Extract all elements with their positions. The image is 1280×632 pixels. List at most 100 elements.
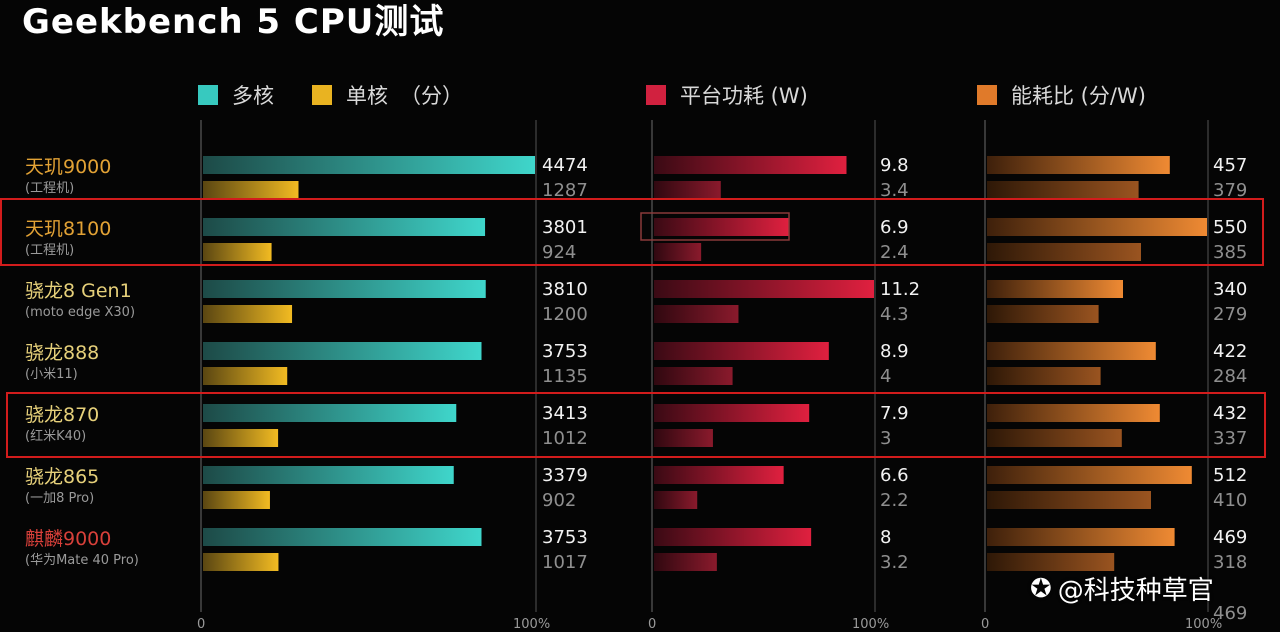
- legend-power-swatch: [646, 85, 666, 105]
- data-label: 4.3: [880, 304, 909, 325]
- data-label: 550: [1213, 217, 1247, 238]
- bar: [203, 491, 270, 509]
- bar: [987, 466, 1192, 484]
- category-sublabel: (一加8 Pro): [25, 491, 94, 506]
- bar: [203, 528, 482, 546]
- category-sublabel: (红米K40): [25, 428, 86, 444]
- bar: [654, 429, 713, 447]
- bar: [654, 404, 810, 422]
- tick-label: 100%: [1185, 617, 1222, 632]
- data-label: 1200: [542, 304, 588, 325]
- tick-label: 0: [648, 617, 656, 632]
- bar: [654, 491, 698, 509]
- bar: [203, 280, 486, 298]
- bar: [203, 367, 288, 385]
- data-label: 385: [1213, 242, 1247, 263]
- bar: [987, 367, 1101, 385]
- data-label: 9.8: [880, 155, 909, 176]
- data-label: 337: [1213, 428, 1247, 449]
- data-label: 1135: [542, 366, 588, 387]
- tick-label: 0: [981, 617, 989, 632]
- bar: [203, 305, 293, 323]
- data-label: 3379: [542, 465, 588, 486]
- tick-label: 0: [197, 617, 205, 632]
- tick-label: 100%: [852, 617, 889, 632]
- category-label: 天玑9000: [25, 156, 111, 178]
- category-sublabel: (moto edge X30): [25, 305, 135, 320]
- data-label: 11.2: [880, 279, 920, 300]
- data-label: 4: [880, 366, 891, 387]
- data-label: 340: [1213, 279, 1247, 300]
- data-label: 8: [880, 527, 891, 548]
- data-label: 902: [542, 490, 576, 511]
- highlight-box-snapdragon870: [6, 392, 1266, 458]
- category-label: 骁龙870: [25, 404, 99, 426]
- data-label: 422: [1213, 341, 1247, 362]
- bar: [987, 243, 1141, 261]
- data-label: 457: [1213, 155, 1247, 176]
- data-label: 1287: [542, 180, 588, 201]
- legend-single: 单核: [312, 80, 388, 110]
- legend-multi-swatch: [198, 85, 218, 105]
- data-label: 279: [1213, 304, 1247, 325]
- bar: [987, 342, 1156, 360]
- bar: [987, 528, 1175, 546]
- data-label: 410: [1213, 490, 1247, 511]
- power-bar-outline: [640, 212, 790, 241]
- legend-efficiency-swatch: [977, 85, 997, 105]
- category-sublabel: (工程机): [25, 181, 74, 196]
- bar: [654, 156, 847, 174]
- data-label: 6.9: [880, 217, 909, 238]
- weibo-icon: ✪: [1030, 573, 1052, 604]
- data-label: 512: [1213, 465, 1247, 486]
- data-label: 4474: [542, 155, 588, 176]
- legend-multi: 多核: [198, 80, 274, 110]
- data-label: 3413: [542, 403, 588, 424]
- data-label: 432: [1213, 403, 1247, 424]
- bar: [654, 243, 702, 261]
- legend-efficiency-label: 能耗比 (分/W): [1011, 84, 1146, 108]
- bar: [203, 243, 272, 261]
- bar: [654, 367, 733, 385]
- data-label: 3.4: [880, 180, 909, 201]
- legend-score-unit: （分）: [400, 80, 463, 110]
- legend-efficiency: 能耗比 (分/W): [977, 80, 1146, 110]
- data-label: 3753: [542, 341, 588, 362]
- data-label: 3801: [542, 217, 588, 238]
- bar: [203, 342, 482, 360]
- data-label: 7.9: [880, 403, 909, 424]
- tick-label: 100%: [513, 617, 550, 632]
- data-label: 318: [1213, 552, 1247, 573]
- bar: [654, 528, 812, 546]
- watermark: ✪ @科技种草官: [1030, 570, 1214, 607]
- legend-single-swatch: [312, 85, 332, 105]
- data-label: 379: [1213, 180, 1247, 201]
- category-label: 骁龙8 Gen1: [25, 280, 132, 302]
- data-label: 469: [1213, 527, 1247, 548]
- bar: [203, 429, 279, 447]
- data-label: 284: [1213, 366, 1247, 387]
- bar: [203, 404, 457, 422]
- data-label: 8.9: [880, 341, 909, 362]
- bar: [654, 553, 717, 571]
- bar: [987, 218, 1207, 236]
- bar: [203, 156, 535, 174]
- category-sublabel: (小米11): [25, 367, 78, 382]
- bar: [654, 305, 739, 323]
- bar: [987, 429, 1122, 447]
- category-label: 麒麟9000: [25, 528, 111, 550]
- bar: [987, 181, 1139, 199]
- bar: [987, 280, 1123, 298]
- data-label: 3: [880, 428, 891, 449]
- legend-single-label: 单核: [346, 84, 388, 108]
- data-label: 1012: [542, 428, 588, 449]
- bar: [987, 491, 1151, 509]
- data-label: 1017: [542, 552, 588, 573]
- data-label: 6.6: [880, 465, 909, 486]
- bar: [654, 218, 790, 236]
- bar: [654, 342, 829, 360]
- bar: [654, 466, 784, 484]
- legend-power-label: 平台功耗 (W): [680, 84, 808, 108]
- category-sublabel: (华为Mate 40 Pro): [25, 553, 139, 568]
